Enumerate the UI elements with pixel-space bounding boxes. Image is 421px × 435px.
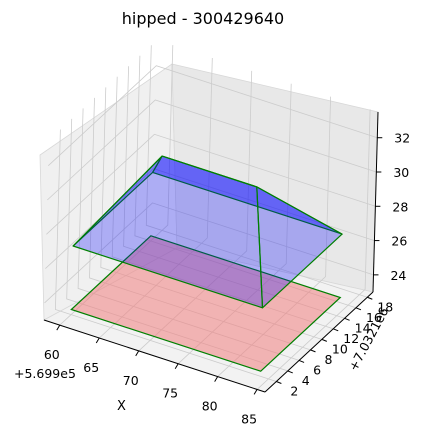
z-tick-label: 26 (391, 234, 407, 249)
x-axis-line (43, 319, 266, 393)
z-tick-label: 28 (392, 199, 408, 214)
z-grid-line (48, 65, 378, 166)
y-tick-mark (333, 328, 339, 332)
x-tick-label: 70 (123, 373, 139, 388)
y-tick-label: 2 (290, 383, 298, 398)
x-tick-mark (253, 389, 258, 395)
y-tick-label: 16 (366, 310, 382, 325)
z-tick-label: 32 (394, 131, 410, 146)
y-axis-line (264, 291, 374, 393)
x-tick-label: 65 (83, 360, 99, 375)
y-tick-label: 6 (313, 362, 321, 377)
z-tick-label: 30 (393, 165, 409, 180)
x-tick-mark (135, 350, 140, 357)
x-tick-label: 75 (162, 386, 178, 401)
y-tick-mark (367, 296, 373, 300)
grid-lines (44, 45, 378, 390)
building-polygons (70, 155, 343, 372)
ground-polygon (70, 235, 342, 372)
x-tick-label: 85 (241, 411, 257, 426)
y-tick-mark (344, 317, 350, 321)
x-tick-label: 60 (44, 347, 60, 362)
y-tick-label: 4 (302, 373, 310, 388)
chart-title: hipped - 300429640 (122, 9, 284, 28)
z-axis-line (372, 111, 379, 293)
roof-face-front (72, 155, 264, 309)
y-tick-label: 8 (324, 352, 332, 367)
y-tick-label: 18 (377, 299, 393, 314)
y-tick-label: 14 (355, 320, 371, 335)
x-tick-mark (214, 376, 219, 382)
y-tick-mark (321, 338, 328, 342)
x-tick-mark (174, 363, 179, 369)
x-tick-label: 80 (202, 399, 218, 414)
z-tick-label: 24 (390, 268, 406, 283)
x-tick-mark (95, 337, 100, 344)
z-grid-line (45, 168, 375, 269)
y-tick-label: 10 (332, 341, 348, 356)
x-tick-mark (56, 324, 61, 331)
y-tick-mark (298, 359, 305, 363)
axis-lines (43, 111, 379, 393)
y-tick-mark (276, 381, 282, 384)
y-tick-mark (310, 349, 316, 353)
x-axis-offset: +5.699e5 (14, 366, 76, 381)
z-grid-line (44, 202, 374, 304)
y-tick-mark (287, 370, 293, 374)
y-tick-mark (355, 307, 362, 311)
z-grid-line (46, 133, 376, 235)
z-grid-line (47, 99, 377, 201)
x-axis-label: X (117, 399, 126, 414)
y-tick-label: 12 (343, 331, 359, 346)
